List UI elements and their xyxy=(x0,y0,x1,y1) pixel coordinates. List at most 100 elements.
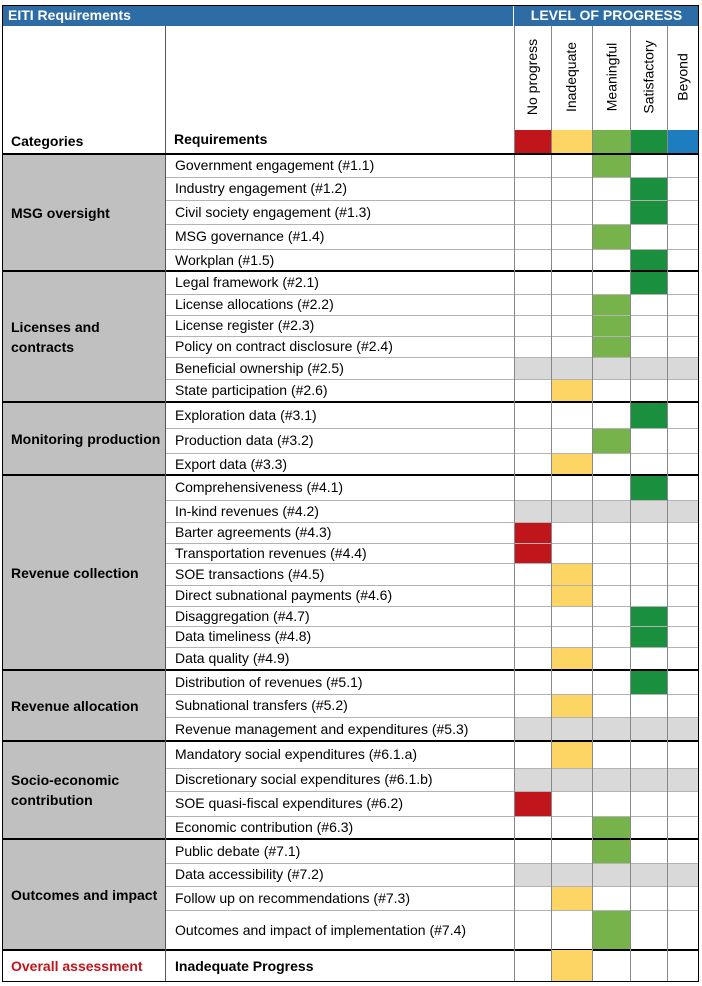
overall-assessment-value: Inadequate Progress xyxy=(175,957,314,974)
not-applicable-cell xyxy=(514,500,699,522)
row-divider xyxy=(166,694,699,695)
requirement-label: Comprehensiveness (#4.1) xyxy=(175,479,344,495)
requirement-row: Data timeliness (#4.8) xyxy=(166,626,699,647)
overall-divider xyxy=(2,949,699,951)
requirement-label: Export data (#3.3) xyxy=(175,455,288,472)
column-line xyxy=(630,26,631,982)
overall-assessment-label: Overall assessment xyxy=(11,958,143,974)
requirement-row: SOE transactions (#4.5) xyxy=(166,563,699,585)
requirement-label: Production data (#3.2) xyxy=(175,432,314,448)
requirement-label: Beneficial ownership (#2.5) xyxy=(175,359,344,376)
requirement-row: Barter agreements (#4.3) xyxy=(166,522,699,543)
row-divider xyxy=(166,453,699,454)
category-label: Socio-economic contribution xyxy=(11,772,120,808)
progress-cell-inadequate xyxy=(551,694,592,717)
group-divider xyxy=(2,270,699,272)
requirement-row: Legal framework (#2.1) xyxy=(166,271,699,294)
category-label: Revenue collection xyxy=(11,564,139,581)
category-label: Revenue allocation xyxy=(11,697,139,714)
category-label: Monitoring production xyxy=(11,430,161,447)
level-swatch-no xyxy=(514,130,551,154)
progress-cell-satisfactory xyxy=(630,177,667,200)
requirement-row: Civil society engagement (#1.3) xyxy=(166,200,699,224)
requirement-label: MSG governance (#1.4) xyxy=(175,228,325,244)
requirement-row: Follow up on recommendations (#7.3) xyxy=(166,886,699,910)
requirement-row: Export data (#3.3) xyxy=(166,453,699,475)
progress-cell-satisfactory xyxy=(630,626,667,647)
progress-cell-no xyxy=(514,791,551,816)
progress-cell-inadequate xyxy=(551,585,592,606)
category-label: MSG oversight xyxy=(11,204,110,221)
progress-cell-no xyxy=(514,543,551,563)
row-divider xyxy=(166,522,699,523)
not-applicable-cell xyxy=(514,717,699,741)
progress-cell-inadequate xyxy=(551,563,592,585)
requirement-row: Comprehensiveness (#4.1) xyxy=(166,475,699,500)
requirement-label: Exploration data (#3.1) xyxy=(175,406,317,423)
progress-cell-inadequate xyxy=(551,379,592,402)
column-line xyxy=(667,26,668,982)
row-divider xyxy=(166,336,699,337)
progress-cell-satisfactory xyxy=(630,606,667,626)
requirement-label: Data timeliness (#4.8) xyxy=(175,628,312,644)
requirement-label: Barter agreements (#4.3) xyxy=(175,524,332,540)
requirement-label: Transportation revenues (#4.4) xyxy=(175,544,367,561)
category-cell xyxy=(2,670,166,741)
progress-cell-meaningful xyxy=(592,839,630,863)
not-applicable-cell xyxy=(514,768,699,791)
requirement-label: Direct subnational payments (#4.6) xyxy=(175,587,393,603)
requirement-label: SOE quasi-fiscal expenditures (#6.2) xyxy=(175,795,403,811)
requirement-label: Public debate (#7.1) xyxy=(175,842,301,859)
row-divider xyxy=(166,543,699,544)
row-divider xyxy=(166,647,699,648)
progress-cell-satisfactory xyxy=(630,249,667,271)
progress-cell-meaningful xyxy=(592,816,630,839)
progress-cell-inadequate xyxy=(551,453,592,475)
column-line xyxy=(592,26,593,982)
progress-cell-satisfactory xyxy=(630,271,667,294)
requirement-label: Data quality (#4.9) xyxy=(175,650,290,666)
row-divider xyxy=(166,249,699,250)
header-right-title: LEVEL OF PROGRESS xyxy=(530,7,683,23)
group-divider xyxy=(2,740,699,742)
requirement-label: State participation (#2.6) xyxy=(175,382,328,398)
column-line xyxy=(165,26,166,982)
requirement-label: Data accessibility (#7.2) xyxy=(175,866,324,882)
requirement-row: Revenue management and expenditures (#5.… xyxy=(166,717,699,741)
row-divider xyxy=(166,315,699,316)
progress-cell-inadequate xyxy=(551,886,592,910)
category-cell xyxy=(2,402,166,475)
level-swatch-meaningful xyxy=(592,130,630,154)
progress-cell-satisfactory xyxy=(630,475,667,500)
requirement-row: License allocations (#2.2) xyxy=(166,294,699,315)
progress-cell-inadequate xyxy=(551,647,592,670)
row-divider xyxy=(166,791,699,792)
row-divider xyxy=(166,294,699,295)
row-divider xyxy=(166,886,699,887)
group-divider xyxy=(2,401,699,403)
categories-header: Categories xyxy=(11,133,84,149)
row-divider xyxy=(166,177,699,178)
requirement-label: Economic contribution (#6.3) xyxy=(175,819,354,835)
progress-cell-meaningful xyxy=(592,224,630,249)
requirement-label: Subnational transfers (#5.2) xyxy=(175,697,348,713)
group-divider xyxy=(2,669,699,671)
requirement-row: Policy on contract disclosure (#2.4) xyxy=(166,336,699,357)
level-swatch-beyond xyxy=(667,130,699,154)
requirements-header: Requirements xyxy=(174,131,268,147)
requirement-row: Subnational transfers (#5.2) xyxy=(166,694,699,717)
progress-cell-meaningful xyxy=(592,336,630,357)
requirement-label: Discretionary social expenditures (#6.1.… xyxy=(175,771,433,787)
requirement-row: Transportation revenues (#4.4) xyxy=(166,543,699,563)
requirement-label: Mandatory social expenditures (#6.1.a) xyxy=(175,746,418,762)
requirement-label: Revenue management and expenditures (#5.… xyxy=(175,720,469,737)
requirement-row: Disaggregation (#4.7) xyxy=(166,606,699,626)
requirement-row: In-kind revenues (#4.2) xyxy=(166,500,699,522)
row-divider xyxy=(166,863,699,864)
column-line xyxy=(514,26,515,982)
progress-cell-satisfactory xyxy=(630,200,667,224)
row-divider xyxy=(166,500,699,501)
requirement-row: MSG governance (#1.4) xyxy=(166,224,699,249)
requirement-row: License register (#2.3) xyxy=(166,315,699,336)
column-line xyxy=(551,26,552,982)
